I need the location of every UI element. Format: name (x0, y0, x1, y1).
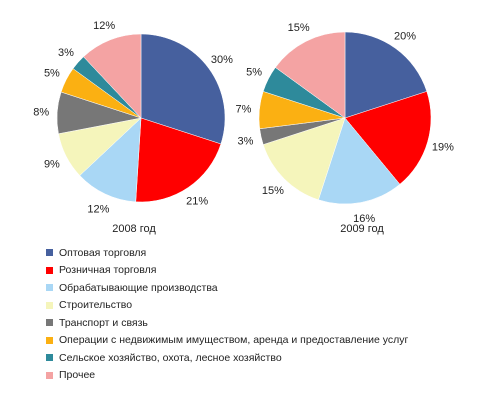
chart-title-2008: 2008 год (112, 223, 156, 235)
slice-label-real-estate: 5% (44, 68, 60, 80)
legend-item-transport: Транспорт и связь (46, 314, 408, 332)
slice-label-manufacturing: 12% (87, 204, 109, 216)
slice-label-transport: 8% (33, 107, 49, 119)
legend-label: Прочее (59, 369, 96, 382)
legend-item-other: Прочее (46, 367, 408, 385)
pie-slice-retail (135, 117, 222, 203)
slice-label-construction: 15% (262, 185, 284, 197)
legend-swatch (46, 371, 53, 379)
slice-label-retail: 19% (432, 142, 454, 154)
slice-label-transport: 3% (238, 135, 254, 147)
slice-label-other: 12% (93, 20, 115, 32)
pie-charts: 30% 21% 12% 9% 8% 5% 3% 12% 20% 19% 16% 15% 3% 7% 5% 1… (33, 20, 455, 235)
slice-label-construction: 9% (44, 158, 60, 170)
legend-item-construction: Строительство (46, 297, 408, 315)
legend-label: Оптовая торговля (59, 246, 147, 259)
pie-slice-other (275, 31, 346, 119)
slice-label-agriculture: 3% (58, 47, 74, 59)
legend-item-agriculture: Сельское хозяйство, охота, лесное хозяйс… (46, 349, 408, 367)
slice-label-other: 15% (288, 22, 310, 34)
slice-label-wholesale: 30% (211, 54, 233, 66)
legend-swatch (46, 336, 53, 344)
slice-label-real-estate: 7% (236, 103, 252, 115)
pie-2008: 30% 21% 12% 9% 8% 5% 3% 12% (33, 20, 233, 216)
slice-label-manufacturing: 16% (353, 213, 375, 225)
legend-label: Розничная торговля (59, 264, 157, 277)
slice-label-agriculture: 5% (246, 67, 262, 79)
chart-title-2009: 2009 год (340, 223, 384, 235)
legend-swatch (46, 354, 53, 362)
legend-label: Обрабатывающие производства (59, 281, 218, 294)
slice-label-wholesale: 20% (394, 31, 416, 43)
pie-2009: 20% 19% 16% 15% 3% 7% 5% 15% (236, 22, 455, 225)
pie-slice-wholesale (344, 31, 428, 119)
pie-slice-manufacturing (318, 117, 401, 205)
pie-slice-manufacturing (79, 117, 142, 203)
legend-item-wholesale: Оптовая торговля (46, 244, 408, 262)
legend-swatch (46, 266, 53, 274)
legend-item-real-estate: Операции с недвижимым имуществом, аренда… (46, 332, 408, 350)
pie-slice-wholesale (140, 33, 226, 145)
legend-swatch (46, 284, 53, 292)
legend-item-retail: Розничная торговля (46, 262, 408, 280)
legend: Оптовая торговля Розничная торговля Обра… (46, 244, 408, 384)
legend-swatch (46, 249, 53, 257)
slice-label-retail: 21% (186, 196, 208, 208)
pie-slice-construction (262, 117, 346, 201)
legend-label: Сельское хозяйство, охота, лесное хозяйс… (59, 351, 282, 364)
legend-swatch (46, 301, 53, 309)
legend-label: Строительство (59, 299, 133, 312)
legend-label: Операции с недвижимым имуществом, аренда… (59, 334, 409, 347)
pie-slice-other (83, 33, 142, 119)
legend-item-manufacturing: Обрабатывающие производства (46, 279, 408, 297)
legend-label: Транспорт и связь (59, 316, 148, 329)
legend-swatch (46, 319, 53, 327)
pie-slice-retail (344, 91, 432, 185)
